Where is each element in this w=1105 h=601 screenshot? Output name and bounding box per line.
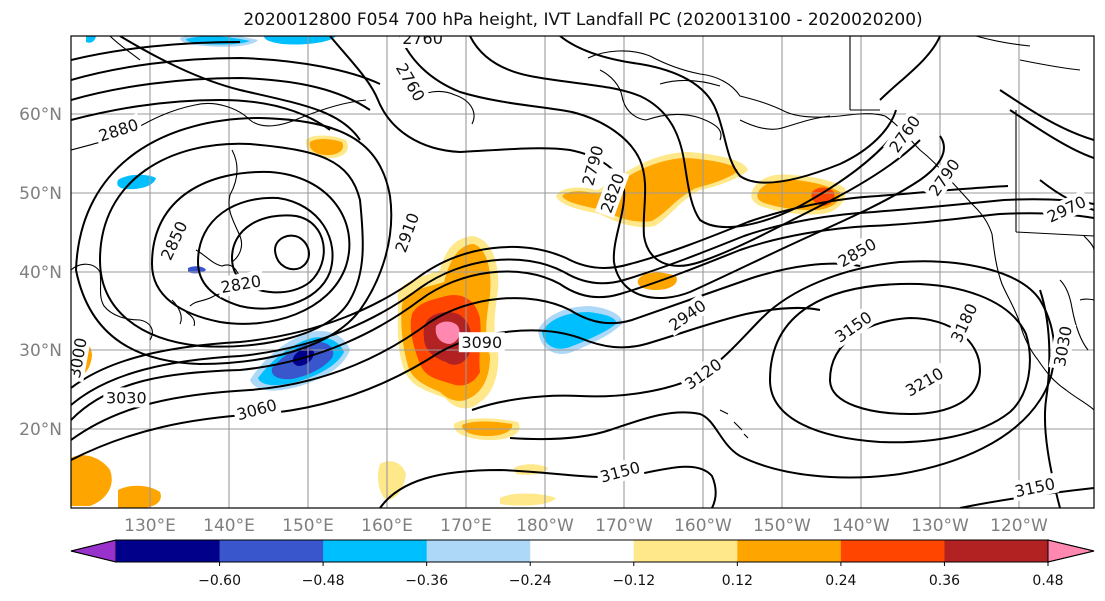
svg-text:2760: 2760	[402, 29, 443, 48]
svg-text:3030: 3030	[106, 388, 147, 407]
colorbar-tick-label: −0.36	[405, 573, 448, 589]
svg-text:3090: 3090	[461, 333, 502, 352]
longitude-label: 130°E	[124, 516, 176, 536]
longitude-labels: 130°E 140°E 150°E 160°E 170°E 180°W 170°W 160°W…	[124, 516, 1048, 536]
colorbar-segment	[530, 540, 635, 562]
longitude-label: 170°W	[595, 516, 653, 536]
latitude-labels: 60°N 50°N 40°N 30°N 20°N	[19, 105, 62, 440]
map-frame	[70, 35, 1095, 509]
longitude-label: 120°W	[990, 516, 1048, 536]
contour-label: 3090	[458, 332, 505, 353]
latitude-label: 20°N	[19, 420, 62, 440]
colorbar-segment	[323, 540, 428, 562]
colorbar-segment	[633, 540, 738, 562]
colorbar-tick-label: −0.48	[302, 573, 345, 589]
longitude-label: 160°E	[361, 516, 413, 536]
longitude-label: 160°W	[674, 516, 732, 536]
colorbar-tick-label: 0.36	[929, 573, 960, 589]
colorbar-tick-label: −0.24	[509, 573, 552, 589]
colorbar-extend-high	[1047, 539, 1095, 563]
colorbar-segment	[426, 540, 531, 562]
contour-label: 3150	[595, 456, 645, 488]
longitude-label: 150°W	[753, 516, 811, 536]
latitude-label: 60°N	[19, 105, 62, 125]
latitude-label: 40°N	[19, 263, 62, 283]
colorbar-tick-label: −0.12	[612, 573, 655, 589]
colorbar-segment	[840, 540, 945, 562]
colorbar-segment	[116, 540, 221, 562]
longitude-label: 140°E	[203, 516, 255, 536]
colorbar-extend-low	[70, 539, 117, 563]
contour-label: 2760	[399, 29, 446, 48]
colorbar-tick-label: −0.60	[198, 573, 241, 589]
map-title: 2020012800 F054 700 hPa height, IVT Land…	[243, 10, 922, 30]
contour-label: 2820	[216, 269, 266, 298]
colorbar-tick-label: 0.12	[722, 573, 753, 589]
colorbar-segment	[737, 540, 842, 562]
colorbar: −0.60 −0.48 −0.36 −0.24 −0.12 0.12 0.24 0.36 0.4…	[70, 539, 1095, 589]
colorbar-tick-label: 0.48	[1032, 573, 1063, 589]
longitude-label: 130°W	[911, 516, 969, 536]
height-contours	[71, 36, 1094, 508]
colorbar-segment	[219, 540, 324, 562]
longitude-label: 150°E	[282, 516, 334, 536]
longitude-label: 170°E	[440, 516, 492, 536]
contour-label: 3030	[103, 387, 150, 408]
colorbar-segment	[944, 540, 1049, 562]
longitude-label: 140°W	[832, 516, 890, 536]
colorbar-tick-label: 0.24	[825, 573, 856, 589]
latitude-label: 50°N	[19, 184, 62, 204]
latitude-label: 30°N	[19, 341, 62, 361]
longitude-label: 180°W	[516, 516, 574, 536]
